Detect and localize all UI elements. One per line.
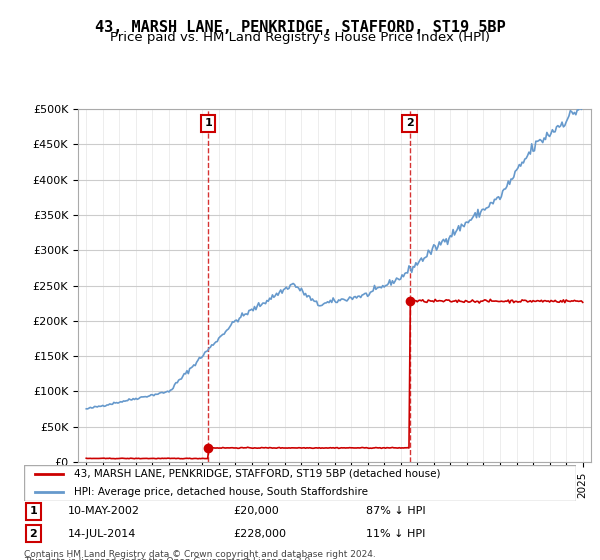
Text: 1: 1 [204, 118, 212, 128]
Text: 14-JUL-2014: 14-JUL-2014 [68, 529, 137, 539]
Text: 11% ↓ HPI: 11% ↓ HPI [366, 529, 425, 539]
Text: 2: 2 [406, 118, 413, 128]
Text: HPI: Average price, detached house, South Staffordshire: HPI: Average price, detached house, Sout… [74, 487, 368, 497]
Text: Price paid vs. HM Land Registry's House Price Index (HPI): Price paid vs. HM Land Registry's House … [110, 31, 490, 44]
Text: 43, MARSH LANE, PENKRIDGE, STAFFORD, ST19 5BP: 43, MARSH LANE, PENKRIDGE, STAFFORD, ST1… [95, 20, 505, 35]
Text: 87% ↓ HPI: 87% ↓ HPI [366, 506, 426, 516]
Text: 1: 1 [29, 506, 37, 516]
FancyBboxPatch shape [24, 465, 576, 501]
Text: 10-MAY-2002: 10-MAY-2002 [68, 506, 140, 516]
Text: 43, MARSH LANE, PENKRIDGE, STAFFORD, ST19 5BP (detached house): 43, MARSH LANE, PENKRIDGE, STAFFORD, ST1… [74, 469, 440, 479]
Text: 2: 2 [29, 529, 37, 539]
Text: £20,000: £20,000 [234, 506, 280, 516]
Text: Contains HM Land Registry data © Crown copyright and database right 2024.: Contains HM Land Registry data © Crown c… [24, 550, 376, 559]
Text: £228,000: £228,000 [234, 529, 287, 539]
Text: This data is licensed under the Open Government Licence v3.0.: This data is licensed under the Open Gov… [24, 557, 313, 560]
